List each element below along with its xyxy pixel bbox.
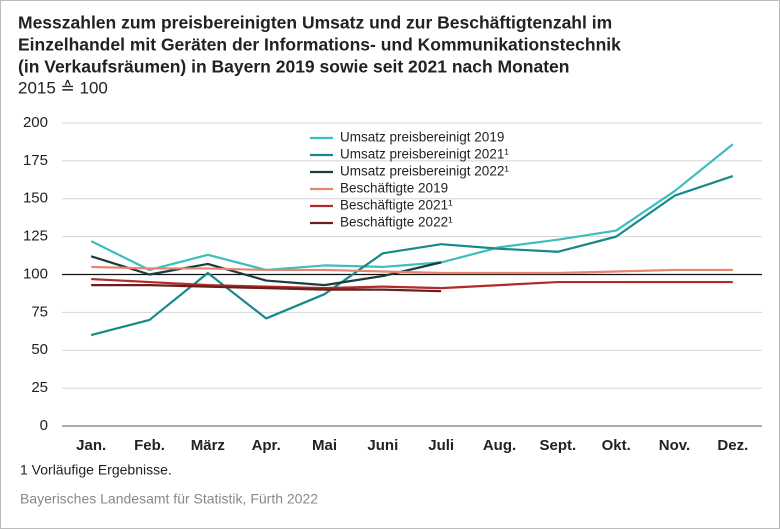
chart-title: Einzelhandel mit Geräten der Information… <box>18 35 621 55</box>
legend-label: Umsatz preisbereinigt 2022¹ <box>340 164 509 179</box>
x-tick-label: Aug. <box>483 437 516 454</box>
y-tick-label: 25 <box>31 379 48 396</box>
legend-label: Umsatz preisbereinigt 2021¹ <box>340 147 509 162</box>
x-tick-label: Jan. <box>76 437 106 454</box>
series-line <box>91 284 442 293</box>
series-line <box>91 265 733 275</box>
legend-label: Beschäftigte 2019 <box>340 181 448 196</box>
series-line <box>90 174 734 337</box>
series-line <box>90 143 734 272</box>
series-line <box>91 277 733 290</box>
y-tick-label: 50 <box>31 341 48 358</box>
legend-label: Umsatz preisbereinigt 2019 <box>340 130 504 145</box>
x-tick-label: Dez. <box>717 437 748 454</box>
y-tick-label: 75 <box>31 303 48 320</box>
y-tick-label: 150 <box>23 190 48 207</box>
chart-title: Messzahlen zum preisbereinigten Umsatz u… <box>18 13 612 33</box>
x-tick-label: Sept. <box>539 437 576 454</box>
legend-label: Beschäftigte 2022¹ <box>340 215 453 230</box>
x-tick-label: Mai <box>312 437 337 454</box>
source: Bayerisches Landesamt für Statistik, Für… <box>20 491 318 507</box>
y-tick-label: 200 <box>23 114 48 131</box>
footnote: 1 Vorläufige Ergebnisse. <box>20 462 172 478</box>
y-tick-label: 175 <box>23 152 48 169</box>
y-tick-label: 100 <box>23 265 48 282</box>
legend-label: Beschäftigte 2021¹ <box>340 198 453 213</box>
y-tick-label: 125 <box>23 228 48 245</box>
subtitle: 2015 ≙ 100 <box>18 78 108 97</box>
x-tick-label: Juni <box>367 437 398 454</box>
x-tick-label: Apr. <box>252 437 281 454</box>
x-tick-label: Nov. <box>659 437 690 454</box>
x-tick-label: Juli <box>428 437 454 454</box>
chart-title: (in Verkaufsräumen) in Bayern 2019 sowie… <box>18 57 569 77</box>
y-tick-label: 0 <box>40 417 48 434</box>
x-tick-label: Feb. <box>134 437 165 454</box>
x-tick-label: Okt. <box>602 437 631 454</box>
x-tick-label: März <box>191 437 225 454</box>
series-line <box>90 255 442 287</box>
